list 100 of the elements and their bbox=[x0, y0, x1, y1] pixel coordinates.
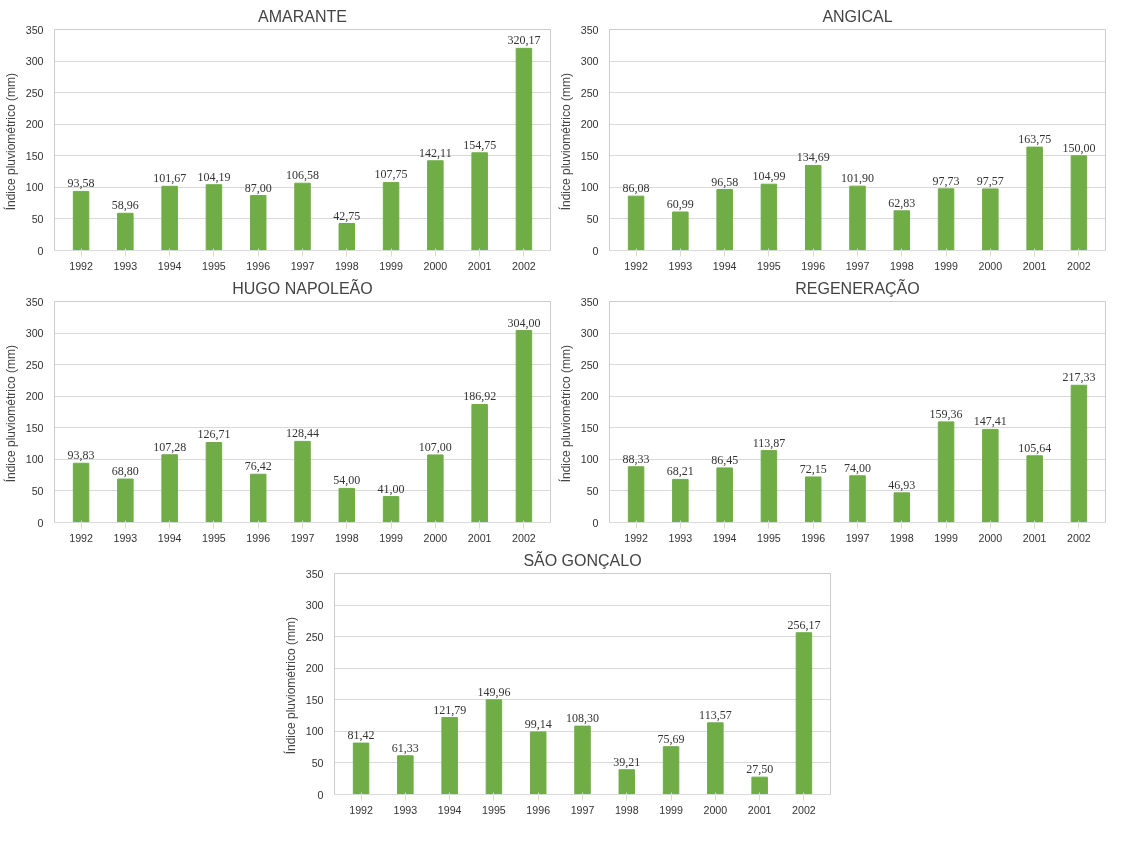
x-tick-label: 1992 bbox=[624, 531, 648, 544]
y-tick-label: 200 bbox=[25, 390, 44, 403]
y-tick-label: 50 bbox=[586, 212, 599, 225]
data-label: 75,69 bbox=[657, 731, 685, 746]
y-axis-title: Índice pluviométrico (mm) bbox=[557, 72, 573, 211]
x-tick-label: 2000 bbox=[423, 259, 448, 272]
data-label: 107,00 bbox=[418, 439, 452, 454]
data-label: 99,14 bbox=[524, 716, 552, 731]
bar bbox=[982, 188, 999, 251]
data-label: 126,71 bbox=[197, 427, 231, 442]
bar bbox=[1026, 455, 1043, 523]
x-tick-label: 1995 bbox=[757, 531, 781, 544]
x-tick-label: 1993 bbox=[393, 803, 418, 816]
x-tick-label: 1996 bbox=[801, 531, 826, 544]
bar bbox=[849, 475, 866, 523]
data-label: 86,08 bbox=[622, 181, 650, 196]
bar bbox=[1070, 384, 1088, 523]
data-label: 107,28 bbox=[153, 439, 187, 454]
y-tick-label: 100 bbox=[305, 725, 324, 738]
x-tick-label: 1996 bbox=[246, 259, 271, 272]
bar bbox=[471, 403, 488, 523]
y-axis-title: Índice pluviométrico (mm) bbox=[2, 72, 18, 211]
bar bbox=[161, 185, 178, 251]
x-tick-label: 2000 bbox=[423, 531, 448, 544]
data-label: 142,11 bbox=[419, 145, 452, 160]
y-tick-label: 300 bbox=[580, 327, 599, 340]
x-tick-label: 1998 bbox=[334, 259, 359, 272]
data-label: 86,45 bbox=[711, 452, 739, 467]
bar bbox=[574, 725, 591, 795]
bar bbox=[672, 478, 689, 523]
x-tick-label: 1999 bbox=[379, 259, 403, 272]
data-label: 159,36 bbox=[929, 406, 963, 421]
x-tick-label: 1992 bbox=[69, 259, 93, 272]
data-label: 72,15 bbox=[799, 461, 827, 476]
data-label: 147,41 bbox=[973, 414, 1007, 429]
y-tick-label: 0 bbox=[317, 788, 324, 801]
data-label: 217,33 bbox=[1062, 370, 1096, 385]
x-tick-label: 1996 bbox=[801, 259, 826, 272]
x-tick-label: 1998 bbox=[889, 259, 914, 272]
y-tick-label: 150 bbox=[305, 693, 324, 706]
x-tick-label: 1993 bbox=[113, 259, 138, 272]
data-label: 42,75 bbox=[333, 208, 361, 223]
data-label: 74,00 bbox=[844, 460, 871, 475]
x-tick-label: 1999 bbox=[379, 531, 403, 544]
y-tick-label: 50 bbox=[31, 484, 44, 497]
x-tick-label: 1993 bbox=[668, 531, 693, 544]
data-label: 54,00 bbox=[333, 473, 361, 488]
y-tick-label: 250 bbox=[25, 358, 44, 371]
y-tick-label: 200 bbox=[580, 118, 599, 131]
x-tick-label: 1998 bbox=[614, 803, 639, 816]
bar bbox=[249, 473, 267, 523]
bar bbox=[1070, 155, 1088, 251]
bar bbox=[515, 330, 533, 523]
y-tick-label: 100 bbox=[25, 453, 44, 466]
y-tick-label: 100 bbox=[25, 181, 44, 194]
y-tick-label: 0 bbox=[37, 244, 44, 257]
data-label: 41,00 bbox=[377, 481, 405, 496]
data-label: 101,67 bbox=[153, 171, 187, 186]
x-tick-label: 1994 bbox=[157, 531, 182, 544]
data-label: 163,75 bbox=[1018, 132, 1052, 147]
x-tick-label: 2002 bbox=[1067, 259, 1091, 272]
y-tick-label: 100 bbox=[580, 453, 599, 466]
bar bbox=[529, 731, 547, 795]
bar bbox=[117, 212, 134, 251]
x-tick-label: 1999 bbox=[934, 531, 958, 544]
data-label: 134,69 bbox=[796, 150, 830, 165]
x-tick-label: 1996 bbox=[246, 531, 271, 544]
y-tick-label: 250 bbox=[580, 358, 599, 371]
x-tick-label: 1997 bbox=[290, 531, 315, 544]
bar bbox=[795, 632, 813, 795]
data-label: 96,58 bbox=[711, 174, 739, 189]
y-tick-label: 100 bbox=[580, 181, 599, 194]
bar bbox=[662, 746, 680, 795]
bar bbox=[294, 440, 311, 523]
y-tick-label: 200 bbox=[25, 118, 44, 131]
bar bbox=[72, 462, 90, 523]
x-tick-label: 2002 bbox=[512, 531, 536, 544]
data-label: 105,64 bbox=[1018, 440, 1052, 455]
y-tick-label: 300 bbox=[25, 327, 44, 340]
data-label: 121,79 bbox=[433, 702, 467, 717]
data-label: 97,57 bbox=[976, 173, 1004, 188]
x-tick-label: 1997 bbox=[845, 259, 870, 272]
bar bbox=[618, 769, 636, 795]
chart-title: SÃO GONÇALO bbox=[523, 549, 642, 569]
bar bbox=[760, 450, 778, 523]
y-tick-label: 50 bbox=[31, 212, 44, 225]
data-label: 93,83 bbox=[67, 448, 95, 463]
chart-title: ANGICAL bbox=[822, 7, 893, 25]
x-tick-label: 1992 bbox=[69, 531, 93, 544]
bar bbox=[627, 195, 645, 251]
bar bbox=[1026, 146, 1043, 251]
y-axis-title: Índice pluviométrico (mm) bbox=[282, 616, 298, 755]
y-tick-label: 350 bbox=[25, 295, 44, 308]
bar bbox=[716, 467, 733, 523]
x-tick-label: 1995 bbox=[202, 531, 226, 544]
x-tick-label: 2001 bbox=[747, 803, 772, 816]
x-tick-label: 2001 bbox=[1022, 531, 1047, 544]
data-label: 149,96 bbox=[477, 684, 511, 699]
data-label: 320,17 bbox=[507, 33, 541, 48]
data-label: 68,80 bbox=[111, 464, 139, 479]
